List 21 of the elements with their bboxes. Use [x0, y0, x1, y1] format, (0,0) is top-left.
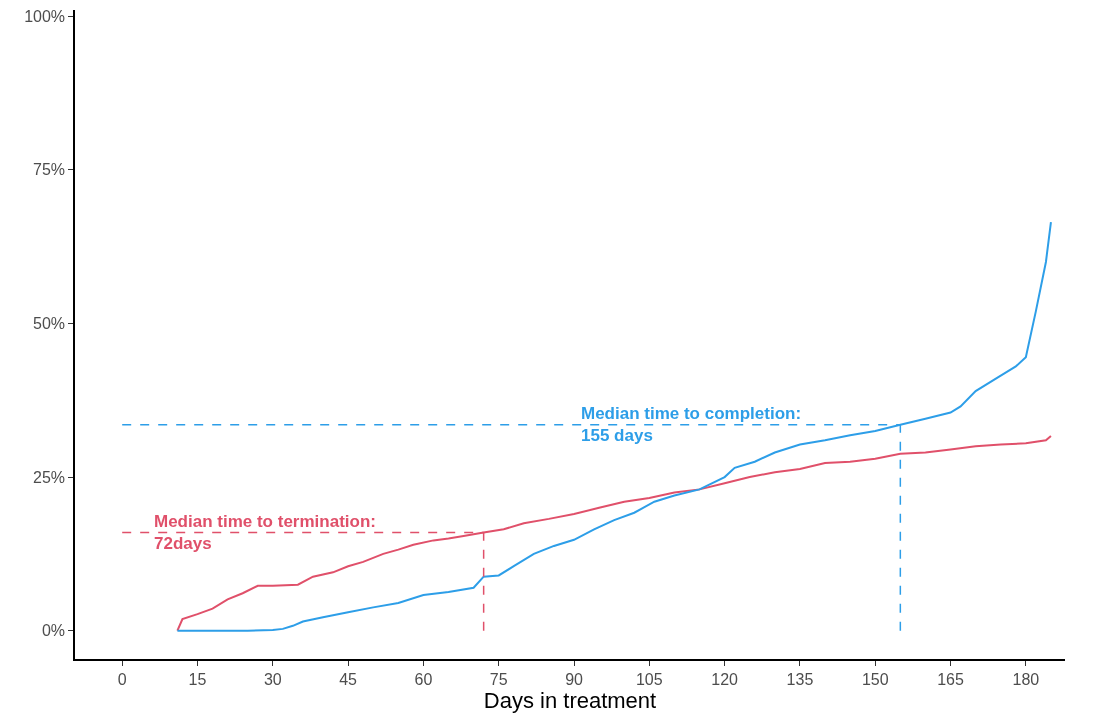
x-axis-title: Days in treatment — [483, 688, 657, 714]
x-tick-label: 120 — [711, 670, 739, 688]
y-tick-label: 0% — [41, 622, 66, 640]
x-tick-label: 150 — [861, 670, 889, 688]
y-tick-label: 25% — [33, 468, 66, 486]
x-tick-label: 30 — [263, 670, 282, 688]
x-tick-label: 0 — [117, 670, 127, 688]
y-tick-label: 75% — [33, 161, 66, 179]
x-tick-label: 105 — [635, 670, 663, 688]
annotation: Median time to termination: 72days — [154, 512, 376, 554]
x-tick-label: 45 — [339, 670, 358, 688]
y-tick-label: 100% — [24, 7, 66, 25]
annotation: Median time to completion: 155 days — [581, 404, 802, 446]
x-tick-label: 135 — [786, 670, 814, 688]
x-tick-label: 75 — [489, 670, 508, 688]
x-tick-label: 180 — [1012, 670, 1040, 688]
x-tick-label: 15 — [188, 670, 207, 688]
y-tick-label: 50% — [33, 315, 66, 333]
x-tick-label: 165 — [937, 670, 964, 688]
x-tick-label: 90 — [565, 670, 584, 688]
x-tick-label: 60 — [414, 670, 433, 688]
